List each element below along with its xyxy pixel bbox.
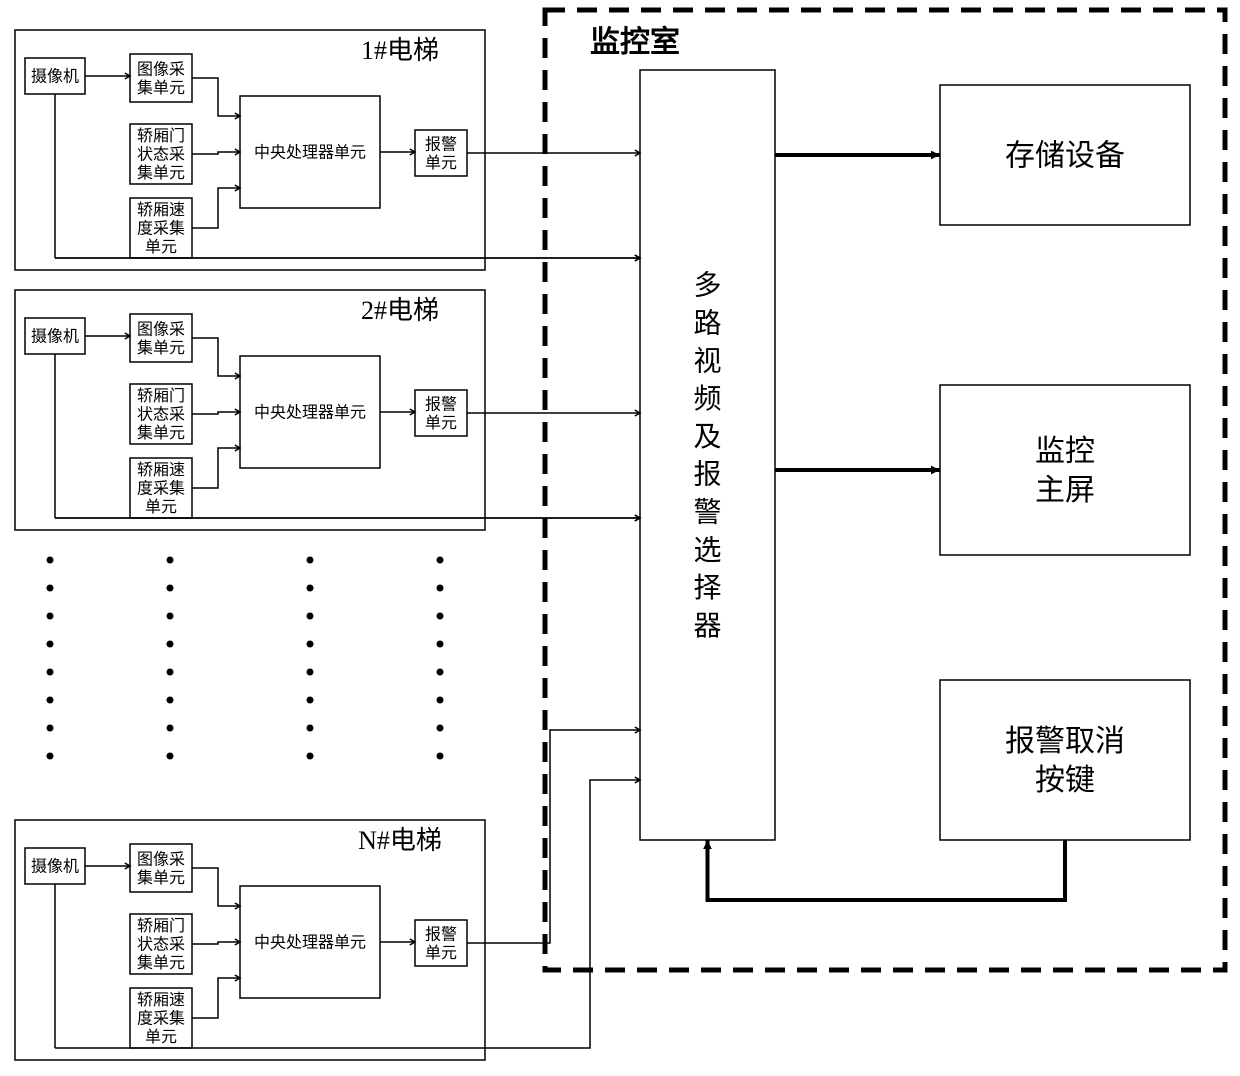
e2-acq0-cpu — [192, 868, 240, 906]
vdots-3-1 — [437, 585, 444, 592]
selector-box — [640, 70, 775, 840]
vdots-3-0 — [437, 557, 444, 564]
vdots-0-2 — [47, 613, 54, 620]
vdots-0-1 — [47, 585, 54, 592]
vdots-1-5 — [167, 697, 174, 704]
vdots-0-5 — [47, 697, 54, 704]
main_screen-label: 监控主屏 — [1035, 435, 1095, 507]
vdots-1-0 — [167, 557, 174, 564]
elevator-1-alarm-label: 报警单元 — [425, 395, 457, 431]
vdots-3-5 — [437, 697, 444, 704]
vdots-2-1 — [307, 585, 314, 592]
vdots-0-3 — [47, 641, 54, 648]
elevator-0-speed-acq-label: 轿厢速度采集单元 — [137, 201, 185, 256]
vdots-2-2 — [307, 613, 314, 620]
e0-acq2-cpu — [192, 188, 240, 228]
elevator-2-title: N#电梯 — [358, 826, 442, 855]
cancel-to-selector-head — [703, 840, 712, 849]
vdots-3-7 — [437, 753, 444, 760]
vdots-2-6 — [307, 725, 314, 732]
selector-label: 多路视频及报警选择器 — [693, 270, 721, 642]
elevator-1-image-acq-label: 图像采集单元 — [137, 320, 185, 356]
elevator-1-door-status-label: 轿厢门状态采集单元 — [137, 387, 185, 442]
vdots-1-6 — [167, 725, 174, 732]
cancel_btn-box — [940, 680, 1190, 840]
elevator-0-alarm-label: 报警单元 — [425, 135, 457, 171]
vdots-2-4 — [307, 669, 314, 676]
e0-acq0-cpu — [192, 78, 240, 116]
e2-acq2-cpu — [192, 978, 240, 1018]
vdots-1-2 — [167, 613, 174, 620]
e1-acq0-cpu — [192, 338, 240, 376]
main_screen-box — [940, 385, 1190, 555]
e0-acq1-cpu — [192, 152, 240, 154]
vdots-1-3 — [167, 641, 174, 648]
elevator-2-cpu-label: 中央处理器单元 — [254, 934, 366, 952]
elevator-1-title: 2#电梯 — [361, 296, 439, 325]
e2-acq1-cpu — [192, 942, 240, 944]
vdots-3-3 — [437, 641, 444, 648]
elevator-2-alarm-label: 报警单元 — [425, 925, 457, 961]
vdots-0-7 — [47, 753, 54, 760]
vdots-3-4 — [437, 669, 444, 676]
vdots-2-5 — [307, 697, 314, 704]
vdots-3-6 — [437, 725, 444, 732]
vdots-1-7 — [167, 753, 174, 760]
e2-alarm-sel — [467, 730, 640, 943]
e1-acq1-cpu — [192, 412, 240, 414]
e1-acq2-cpu — [192, 448, 240, 488]
vdots-2-3 — [307, 641, 314, 648]
elevator-2-image-acq-label: 图像采集单元 — [137, 850, 185, 886]
vdots-0-0 — [47, 557, 54, 564]
vdots-1-4 — [167, 669, 174, 676]
vdots-3-2 — [437, 613, 444, 620]
vdots-0-6 — [47, 725, 54, 732]
cancel-to-selector — [708, 840, 1066, 900]
cancel_btn-label: 报警取消按键 — [1005, 725, 1125, 797]
diagram-canvas: 1#电梯摄像机图像采集单元轿厢门状态采集单元轿厢速度采集单元中央处理器单元报警单… — [0, 0, 1240, 1076]
elevator-1-camera-label: 摄像机 — [31, 328, 79, 346]
elevator-2-speed-acq-label: 轿厢速度采集单元 — [137, 991, 185, 1046]
elevator-0-camera-label: 摄像机 — [31, 68, 79, 86]
vdots-0-4 — [47, 669, 54, 676]
sel-storage-head — [931, 151, 940, 160]
vdots-2-7 — [307, 753, 314, 760]
elevator-0-door-status-label: 轿厢门状态采集单元 — [137, 127, 185, 182]
vdots-1-1 — [167, 585, 174, 592]
storage-label: 存储设备 — [1005, 140, 1125, 173]
elevator-1-speed-acq-label: 轿厢速度采集单元 — [137, 461, 185, 516]
elevator-1-cpu-label: 中央处理器单元 — [254, 404, 366, 422]
sel-main_screen-head — [931, 466, 940, 475]
elevator-0-image-acq-label: 图像采集单元 — [137, 60, 185, 96]
elevator-0-title: 1#电梯 — [361, 36, 439, 65]
elevator-0-cpu-label: 中央处理器单元 — [254, 144, 366, 162]
monitor-room-title: 监控室 — [590, 25, 680, 59]
vdots-2-0 — [307, 557, 314, 564]
elevator-2-camera-label: 摄像机 — [31, 858, 79, 876]
elevator-2-door-status-label: 轿厢门状态采集单元 — [137, 917, 185, 972]
